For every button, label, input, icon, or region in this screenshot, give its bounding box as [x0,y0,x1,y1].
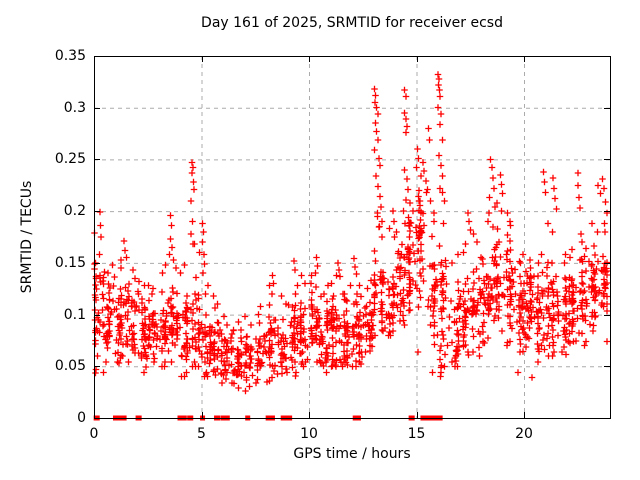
y-tick-label: 0.3 [63,99,86,116]
x-tick-label: 10 [300,426,318,442]
plot-border [94,56,611,419]
axes [94,56,611,419]
y-tick-label: 0.1 [63,306,86,323]
x-tick-label: 0 [89,426,99,442]
y-tick-label: 0.15 [54,254,86,271]
data-points [91,71,611,395]
x-tick-label: 15 [407,426,426,442]
x-tick-label: 20 [515,426,533,442]
chart-title: Day 161 of 2025, SRMTID for receiver ecs… [201,15,503,31]
y-axis-title: SRMTID / TECUs [19,180,35,294]
y-tick-label: 0.35 [54,48,86,64]
y-tick-label: 0.2 [63,203,86,220]
y-tick-label: 0.05 [54,358,86,375]
x-tick-label: 5 [197,426,206,442]
x-axis-title: GPS time / hours [293,446,411,462]
y-tick-label: 0 [77,410,86,426]
y-tick-label: 0.25 [54,151,86,168]
